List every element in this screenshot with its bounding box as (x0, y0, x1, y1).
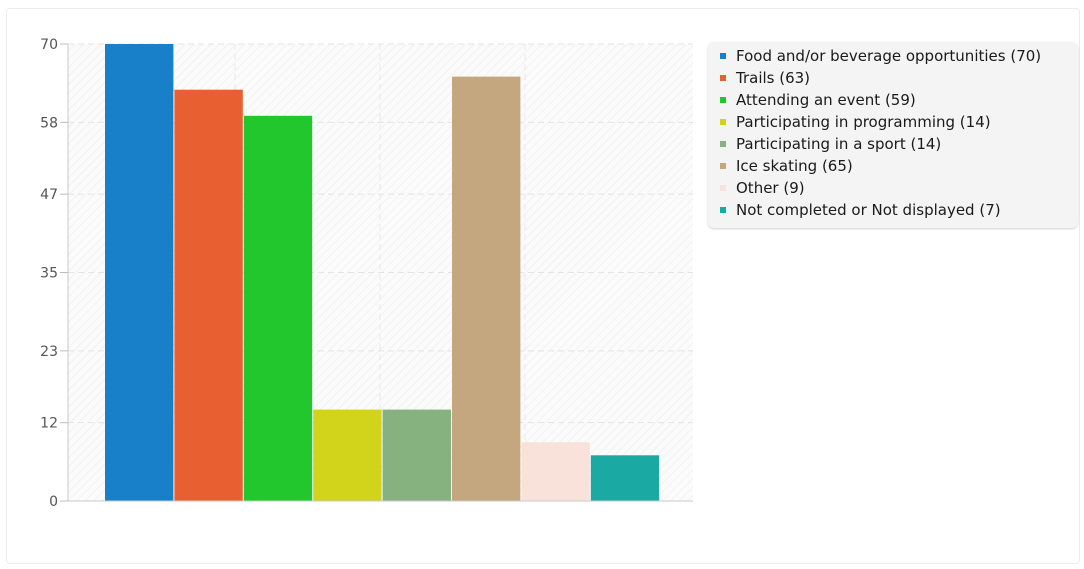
y-tick-label: 0 (49, 494, 58, 510)
legend-item[interactable]: Participating in programming (14) (718, 112, 1068, 132)
y-tick-label: 12 (40, 416, 58, 432)
y-axis: 0 12 23 35 47 58 70 (40, 37, 68, 510)
y-tick-label: 47 (40, 187, 58, 203)
legend-label: Other (9) (736, 179, 805, 197)
y-tick-label: 35 (40, 266, 58, 282)
legend-item[interactable]: Other (9) (718, 178, 1068, 198)
bars (105, 44, 660, 502)
legend-swatch (720, 119, 726, 125)
legend-label: Participating in programming (14) (736, 113, 991, 131)
legend-swatch (720, 53, 726, 59)
legend-label: Participating in a sport (14) (736, 135, 942, 153)
legend-label: Trails (63) (736, 69, 811, 87)
legend-swatch (720, 207, 726, 213)
legend-label: Ice skating (65) (736, 157, 853, 175)
bar[interactable] (452, 76, 521, 501)
bar[interactable] (313, 409, 382, 501)
legend-label: Food and/or beverage opportunities (70) (736, 47, 1042, 65)
legend-item[interactable]: Food and/or beverage opportunities (70) (718, 46, 1068, 66)
bar[interactable] (521, 442, 590, 501)
legend-item[interactable]: Ice skating (65) (718, 156, 1068, 176)
y-tick-label: 58 (40, 115, 58, 131)
bar[interactable] (174, 89, 243, 501)
y-tick-label: 23 (40, 344, 58, 360)
legend-swatch (720, 141, 726, 147)
legend-swatch (720, 97, 726, 103)
legend-item[interactable]: Attending an event (59) (718, 90, 1068, 110)
legend-label: Not completed or Not displayed (7) (736, 201, 1001, 219)
y-tick-label: 70 (40, 37, 58, 53)
legend-item[interactable]: Trails (63) (718, 68, 1068, 88)
bar[interactable] (243, 115, 313, 502)
legend-item[interactable]: Participating in a sport (14) (718, 134, 1068, 154)
bar[interactable] (590, 455, 660, 501)
bar[interactable] (105, 44, 174, 501)
legend-item[interactable]: Not completed or Not displayed (7) (718, 200, 1068, 220)
legend-label: Attending an event (59) (736, 91, 916, 109)
legend-swatch (720, 163, 726, 169)
legend-swatch (720, 75, 726, 81)
legend-swatch (720, 185, 726, 191)
bar[interactable] (382, 409, 451, 501)
legend: Food and/or beverage opportunities (70) T… (708, 42, 1078, 228)
